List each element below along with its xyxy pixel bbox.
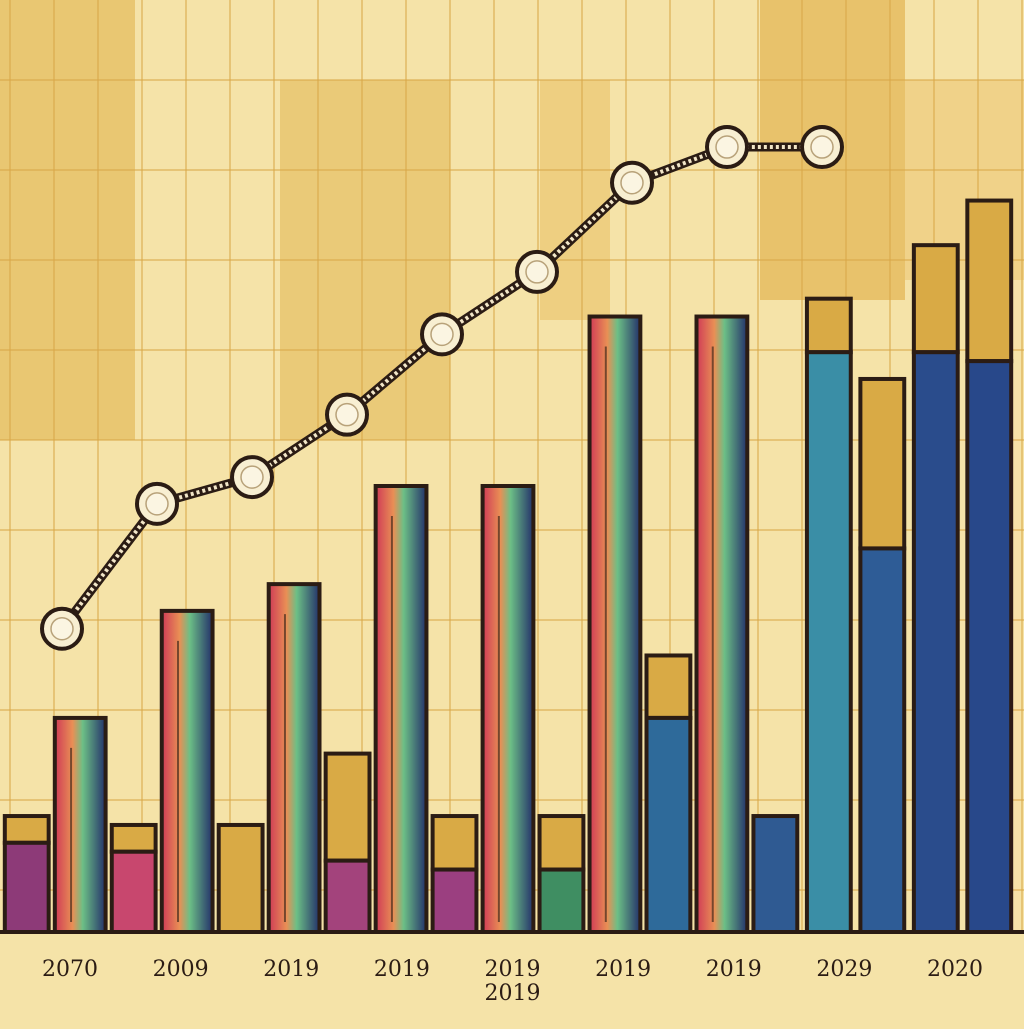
- trend-point-inner: [145, 492, 169, 516]
- bar: [751, 814, 800, 934]
- bar: [216, 822, 265, 935]
- bar-body: [537, 867, 586, 934]
- trend-point-inner: [240, 465, 264, 489]
- bar: [159, 608, 215, 934]
- bar: [323, 751, 372, 935]
- bar: [965, 198, 1014, 934]
- bar: [537, 814, 586, 934]
- bar-body: [751, 814, 800, 934]
- bar-body: [587, 314, 643, 934]
- bar-body: [52, 715, 108, 934]
- x-tick-label: 2019: [263, 957, 319, 982]
- trend-point-inner: [50, 616, 74, 641]
- bar: [911, 243, 960, 934]
- bar: [694, 314, 750, 934]
- bar: [430, 814, 479, 934]
- trend-point-inner: [335, 402, 359, 427]
- bar-cap: [216, 822, 265, 935]
- x-tick-label: 2070: [42, 957, 98, 982]
- bar-cap: [537, 814, 586, 872]
- bar-body: [266, 582, 322, 934]
- bar-cap: [644, 653, 693, 720]
- x-tick-label: 2020: [927, 957, 983, 982]
- bar-body: [323, 858, 372, 935]
- bar-cap: [965, 198, 1014, 364]
- bars-group: [2, 198, 1014, 935]
- bar-body: [644, 715, 693, 934]
- background-block: [0, 0, 135, 440]
- bar: [804, 296, 853, 934]
- bar-cap: [858, 376, 907, 551]
- trend-point-inner: [715, 135, 739, 159]
- bar: [52, 715, 108, 934]
- bar-cap: [430, 814, 479, 872]
- bar: [2, 814, 51, 934]
- trend-point-inner: [620, 170, 644, 195]
- bar: [266, 582, 322, 934]
- bar-cap: [911, 243, 960, 355]
- x-tick-label-extra: 2019: [485, 981, 541, 1006]
- x-tick-label: 2019: [374, 957, 430, 982]
- bar: [858, 376, 907, 934]
- trend-line-group: [40, 125, 844, 651]
- bar-body: [965, 359, 1014, 934]
- bar: [644, 653, 693, 934]
- bar-cap: [2, 814, 51, 845]
- bar-body: [159, 608, 215, 934]
- x-tick-label: 2009: [153, 957, 209, 982]
- bar: [587, 314, 643, 934]
- bar-body: [2, 840, 51, 934]
- bar: [109, 822, 158, 934]
- x-tick-label: 2019: [485, 957, 541, 982]
- bar-body: [480, 484, 536, 934]
- x-tick-label: 2019: [595, 957, 651, 982]
- bar-body: [373, 484, 429, 934]
- bar-body: [430, 867, 479, 934]
- bar-body: [694, 314, 750, 934]
- bar-cap: [804, 296, 853, 355]
- bar-cap: [323, 751, 372, 863]
- trend-point-inner: [525, 260, 549, 284]
- bar-cap: [109, 822, 158, 854]
- bar-body: [109, 849, 158, 934]
- bar-body: [804, 350, 853, 934]
- bar-body: [911, 350, 960, 934]
- bar: [480, 484, 536, 934]
- trend-point-inner: [810, 135, 834, 159]
- x-tick-label: 2019: [706, 957, 762, 982]
- bar: [373, 484, 429, 934]
- trend-point-inner: [430, 322, 454, 347]
- bar-body: [858, 546, 907, 934]
- x-tick-label: 2029: [816, 957, 872, 982]
